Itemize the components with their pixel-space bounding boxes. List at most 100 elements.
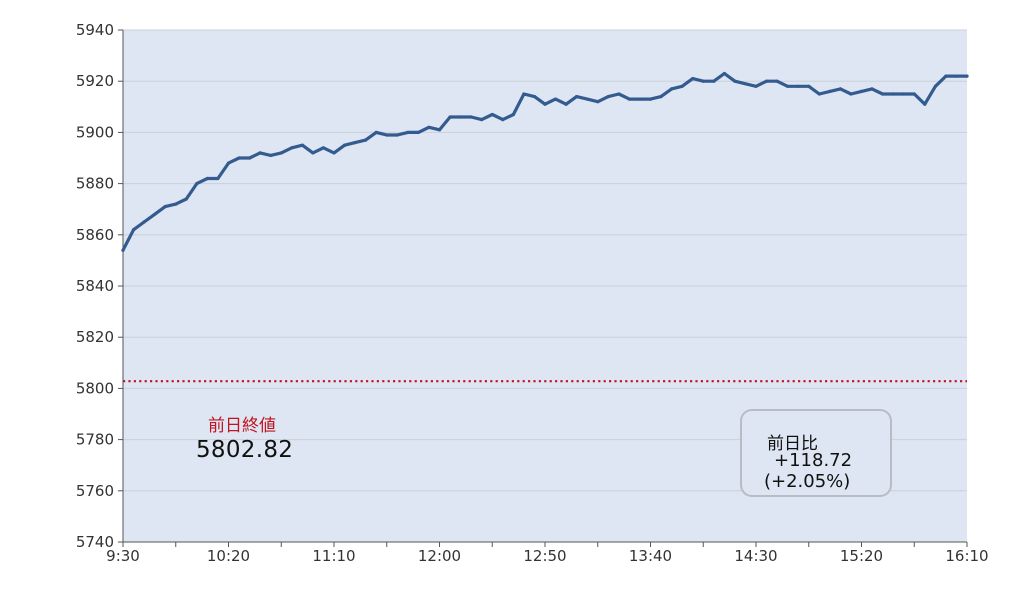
data-point: [553, 97, 558, 101]
data-point: [627, 97, 632, 101]
data-point: [258, 151, 262, 155]
data-point: [321, 146, 325, 150]
change-absolute: +118.72: [774, 450, 853, 471]
data-point: [290, 146, 294, 150]
data-point: [543, 102, 547, 106]
x-tick-label: 11:10: [312, 547, 355, 565]
data-point: [891, 92, 895, 96]
data-point: [722, 71, 727, 76]
data-point: [585, 97, 589, 101]
data-point: [406, 130, 410, 134]
data-point: [648, 97, 653, 101]
data-point: [332, 151, 336, 155]
data-point: [395, 133, 399, 137]
data-point: [902, 92, 906, 96]
y-tick-label: 5880: [76, 175, 114, 193]
data-point: [659, 95, 663, 99]
data-point: [427, 125, 431, 129]
x-tick-label: 15:20: [840, 547, 883, 565]
data-point: [416, 130, 420, 134]
data-point: [216, 176, 220, 181]
data-point: [575, 95, 579, 99]
data-point: [174, 202, 178, 206]
change-label: 前日比: [767, 434, 818, 454]
data-point: [817, 92, 821, 96]
data-point: [849, 92, 853, 96]
data-point: [364, 138, 368, 142]
data-point: [606, 95, 610, 99]
series-points: [121, 71, 969, 252]
data-point: [448, 115, 452, 119]
data-point: [311, 151, 315, 155]
y-tick-label: 5740: [76, 533, 114, 551]
change-percent: (+2.05%): [764, 471, 851, 492]
y-tick-label: 5800: [76, 379, 114, 397]
data-point: [501, 118, 505, 122]
x-axis-ticks: 9:30 10:20 11:10 12:00 12:50 13:40 14:30 15:20 1…: [106, 542, 989, 565]
y-tick-label: 5820: [76, 328, 114, 346]
data-point: [343, 143, 347, 147]
y-tick-label: 5780: [76, 431, 114, 449]
y-tick-label: 5920: [76, 72, 114, 90]
data-point: [796, 84, 800, 88]
previous-close-label: 前日終値: [208, 416, 276, 436]
data-point: [511, 112, 515, 117]
data-point: [944, 74, 948, 78]
data-point: [195, 182, 199, 186]
y-tick-label: 5940: [76, 21, 114, 39]
data-point: [743, 82, 748, 86]
data-point: [786, 84, 790, 88]
data-point: [859, 89, 864, 93]
data-point: [226, 161, 231, 165]
data-point: [374, 130, 378, 134]
data-point: [965, 74, 969, 78]
data-point: [691, 77, 695, 81]
data-point: [828, 89, 832, 93]
data-point: [775, 79, 779, 83]
data-point: [163, 205, 167, 209]
data-point: [490, 112, 494, 117]
data-point: [712, 79, 716, 83]
data-point: [121, 248, 125, 252]
data-point: [733, 79, 737, 83]
data-point: [754, 84, 758, 88]
previous-close-value: 5802.82: [196, 437, 294, 463]
data-point: [680, 84, 684, 88]
data-point: [933, 84, 938, 88]
data-point: [670, 87, 674, 91]
data-point: [480, 118, 484, 122]
data-point: [954, 74, 959, 78]
data-point: [764, 79, 769, 83]
data-point: [385, 133, 389, 137]
data-point: [142, 220, 146, 224]
data-point: [237, 156, 241, 160]
y-tick-label: 5860: [76, 226, 114, 244]
data-point: [459, 115, 463, 119]
x-tick-label: 14:30: [734, 547, 777, 565]
data-point: [532, 95, 537, 99]
data-point: [838, 87, 843, 91]
data-point: [248, 156, 252, 160]
data-point: [870, 87, 874, 91]
x-tick-label: 13:40: [629, 547, 672, 565]
data-point: [469, 115, 473, 119]
data-point: [279, 151, 283, 155]
data-point: [564, 102, 568, 106]
x-tick-label: 9:30: [106, 547, 140, 565]
data-point: [353, 141, 357, 145]
data-point: [881, 92, 885, 96]
data-point: [638, 97, 642, 101]
y-tick-label: 5900: [76, 123, 114, 141]
change-box: 前日比 +118.72 (+2.05%): [740, 409, 892, 497]
data-point: [522, 92, 526, 96]
data-point: [912, 92, 916, 96]
data-point: [437, 128, 442, 132]
y-tick-label: 5760: [76, 482, 114, 500]
data-point: [596, 100, 600, 104]
data-point: [300, 143, 304, 147]
x-tick-label: 12:50: [523, 547, 566, 565]
data-point: [807, 84, 811, 88]
data-point: [923, 102, 927, 106]
y-axis-ticks: 5940 5920 5900 5880 5860 5840 5820 5800 5780 5760…: [76, 21, 123, 551]
